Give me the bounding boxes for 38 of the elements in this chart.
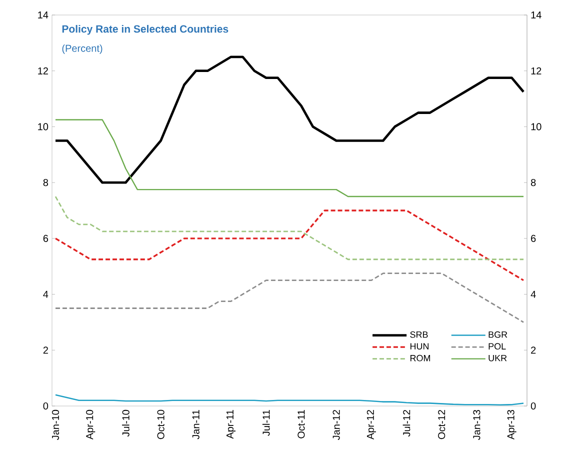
y-tick-label: 10 <box>531 123 542 130</box>
legend-label: BGR <box>488 331 508 338</box>
y2-tick-label: 8 <box>43 179 48 186</box>
text: (Percent) <box>62 44 102 54</box>
y-tick-label: 0 <box>530 402 536 410</box>
legend-label: UKR <box>488 354 507 362</box>
y2-tick-label: 0 <box>43 402 48 410</box>
x-tick-label: Apr-12 <box>366 410 376 440</box>
x-tick-label: Jul-12 <box>402 410 410 437</box>
x-tick-label: Oct-12 <box>438 410 446 440</box>
y2-tick-label: 14 <box>38 12 48 18</box>
legend-label: POL <box>488 343 506 350</box>
x-tick-label: Jan-13 <box>473 410 480 440</box>
y2-tick-label: 12 <box>38 67 48 74</box>
y-tick-label: 12 <box>531 67 542 74</box>
x-tick-label: Apr-13 <box>507 410 516 440</box>
y-tick-label: 6 <box>531 234 536 242</box>
x-tick-label: Apr-11 <box>226 410 236 439</box>
x-tick-label: Oct-10 <box>157 410 164 440</box>
y2-tick-label: 10 <box>38 123 48 130</box>
legend-label: HUN <box>410 343 429 350</box>
x-tick-label: Oct-11 <box>298 410 305 438</box>
legend-label: ROM <box>410 354 430 362</box>
y2-tick-label: 6 <box>43 234 48 242</box>
x-tick-label: Jan-11 <box>192 410 200 440</box>
y-tick-label: 2 <box>531 346 536 354</box>
text: Policy Rate in Selected Countries <box>62 24 228 35</box>
y-tick-label: 4 <box>530 290 536 298</box>
x-tick-label: Jan-10 <box>52 410 60 440</box>
y2-tick-label: 4 <box>43 290 48 298</box>
y-tick-label: 8 <box>530 179 536 186</box>
x-tick-label: Jul-10 <box>122 410 130 437</box>
x-tick-label: Apr-10 <box>86 410 96 440</box>
x-tick-label: Jul-11 <box>262 410 270 436</box>
y2-tick-label: 2 <box>43 346 48 354</box>
y-tick-label: 14 <box>531 12 542 18</box>
x-tick-label: Jan-12 <box>332 410 340 440</box>
legend-label: SRB <box>410 331 428 338</box>
